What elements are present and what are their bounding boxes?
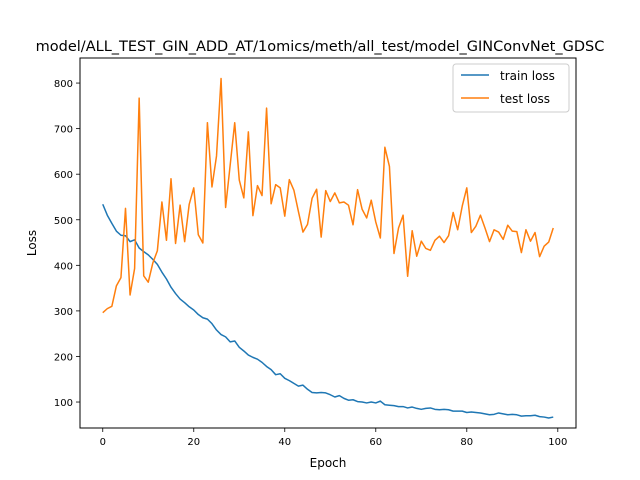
legend-label-test-loss: test loss — [500, 92, 550, 106]
legend: train loss test loss — [452, 63, 570, 113]
legend-box — [452, 63, 570, 113]
y-tick-label: 200 — [54, 352, 73, 363]
y-tick-label: 800 — [54, 79, 73, 90]
series-layer — [102, 77, 554, 419]
plot-area — [79, 57, 577, 429]
y-tick-label: 600 — [54, 170, 73, 181]
x-axis: 0 20 40 60 80 100 — [100, 428, 567, 448]
y-tick-label: 100 — [54, 398, 73, 409]
y-axis-label: Loss — [25, 230, 39, 256]
y-tick-label: 500 — [54, 216, 73, 227]
legend-label-train-loss: train loss — [500, 69, 555, 83]
plot-border — [79, 57, 577, 429]
x-tick-label: 0 — [100, 437, 106, 448]
series-line-test-loss — [102, 77, 554, 314]
x-tick-label: 80 — [460, 437, 473, 448]
x-axis-label: Epoch — [310, 456, 347, 470]
series-line-train-loss — [102, 203, 554, 419]
chart-title: model/ALL_TEST_GIN_ADD_AT/1omics/meth/al… — [36, 39, 605, 55]
y-tick-label: 300 — [54, 307, 73, 318]
y-tick-label: 700 — [54, 125, 73, 136]
plot-frame — [80, 58, 576, 428]
y-axis: 100 200 300 400 500 600 700 800 — [54, 79, 80, 409]
x-tick-label: 20 — [187, 437, 200, 448]
x-tick-label: 60 — [369, 437, 382, 448]
x-tick-label: 40 — [278, 437, 291, 448]
y-tick-label: 400 — [54, 261, 73, 272]
x-tick-label: 100 — [548, 437, 567, 448]
